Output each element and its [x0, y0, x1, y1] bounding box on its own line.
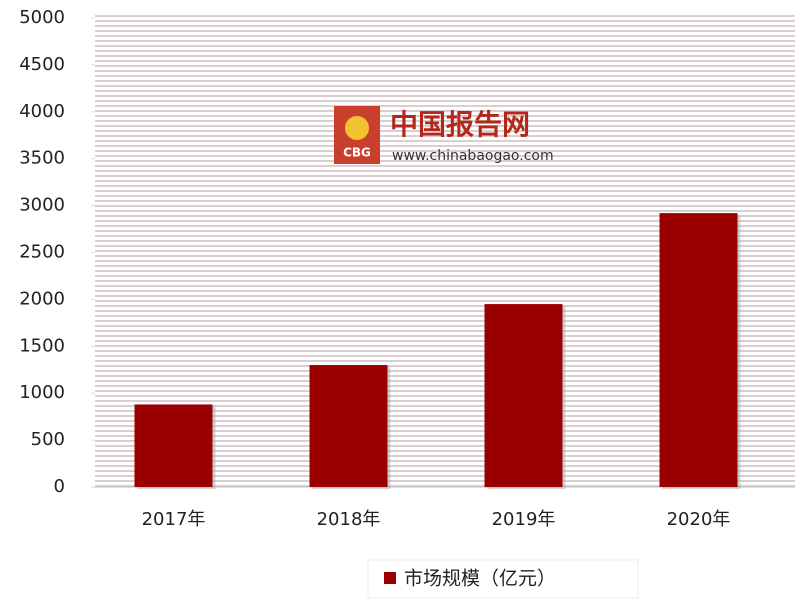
y-tick-label: 3500 — [19, 148, 65, 169]
watermark-url: www.chinabaogao.com — [392, 148, 554, 164]
y-tick-label: 1000 — [19, 382, 65, 403]
bar — [484, 304, 563, 487]
logo-icon — [345, 116, 369, 140]
legend-label: 市场规模（亿元） — [404, 568, 556, 590]
watermark: CBG 中国报告网 www.chinabaogao.com — [334, 106, 554, 164]
y-tick-label: 1500 — [19, 335, 65, 356]
legend — [367, 559, 639, 599]
y-tick-label: 2500 — [19, 242, 65, 263]
y-tick-label: 2000 — [19, 288, 65, 309]
x-tick-label: 2020年 — [667, 509, 731, 530]
x-tick-label: 2019年 — [492, 509, 556, 530]
legend-swatch — [384, 572, 396, 584]
y-tick-label: 3000 — [19, 195, 65, 216]
watermark-title: 中国报告网 — [390, 108, 530, 141]
y-tick-label: 4000 — [19, 101, 65, 122]
legend-box — [367, 559, 639, 599]
y-tick-label: 5000 — [19, 7, 65, 28]
y-tick-label: 0 — [54, 476, 65, 497]
x-tick-label: 2017年 — [142, 509, 206, 530]
y-tick-label: 4500 — [19, 54, 65, 75]
logo-text: CBG — [343, 146, 371, 160]
x-tick-label: 2018年 — [317, 509, 381, 530]
y-tick-label: 500 — [31, 429, 65, 450]
bar — [134, 404, 213, 487]
bar — [659, 213, 738, 487]
bar — [309, 365, 388, 487]
